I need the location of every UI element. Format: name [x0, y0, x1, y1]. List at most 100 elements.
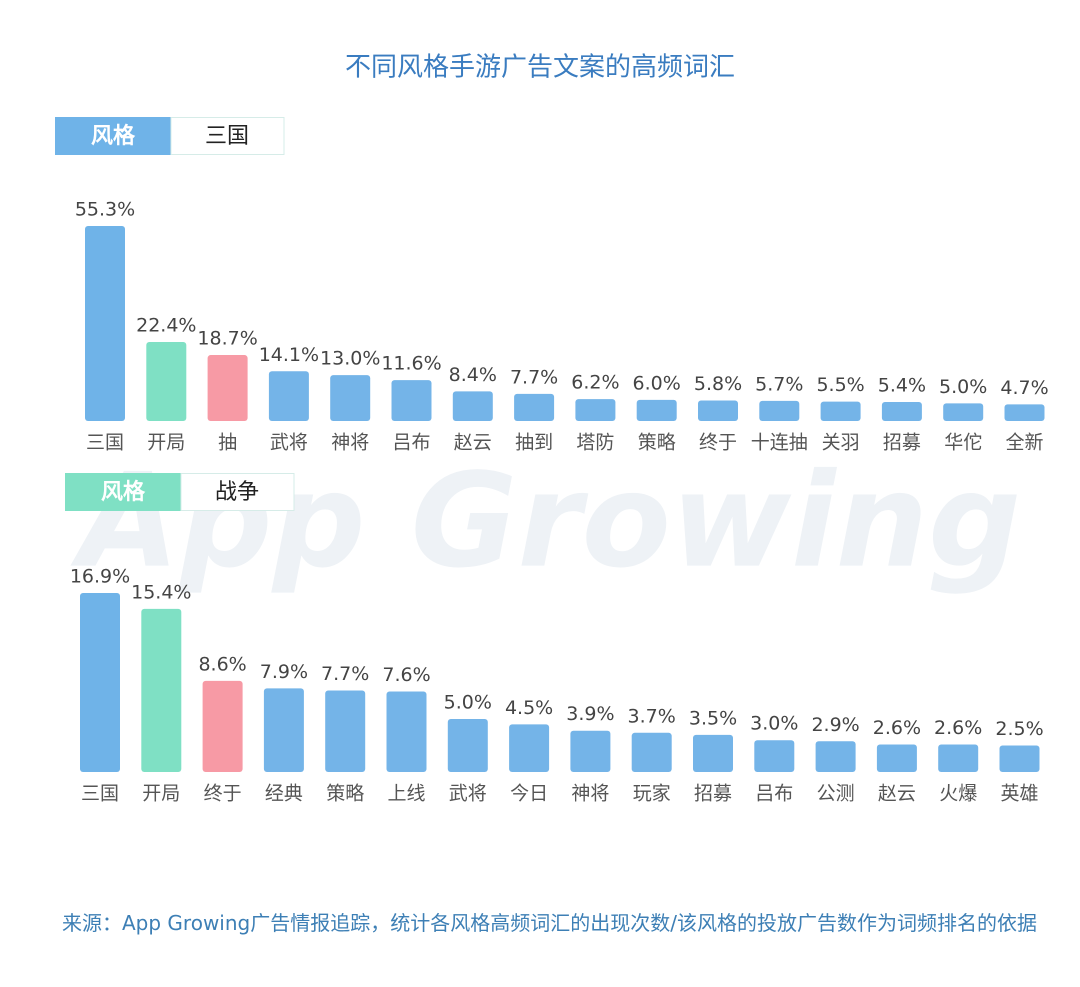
category-label: 赵云 [454, 432, 492, 454]
value-label: 7.9% [260, 661, 308, 683]
style-name: 战争 [215, 480, 259, 505]
category-label: 塔防 [576, 432, 614, 454]
tab-left [65, 473, 181, 511]
value-label: 2.6% [934, 717, 982, 739]
value-label: 3.9% [566, 703, 614, 725]
category-label: 策略 [326, 783, 364, 805]
bar [146, 342, 187, 421]
category-label: 三国 [81, 783, 119, 805]
bar [876, 744, 917, 772]
bar [207, 355, 248, 421]
bar [938, 744, 979, 772]
source-note: 来源：App Growing广告情报追踪，统计各风格高频词汇的出现次数/该风格的… [62, 911, 1037, 935]
value-label: 11.6% [381, 353, 441, 375]
category-label: 玩家 [633, 783, 671, 805]
value-label: 14.1% [259, 344, 319, 366]
category-label: 神将 [571, 783, 609, 805]
value-label: 5.5% [816, 374, 864, 396]
bar [754, 740, 795, 772]
value-label: 15.4% [131, 581, 191, 603]
category-label: 吕布 [392, 432, 430, 454]
bar [447, 719, 488, 772]
category-label: 开局 [142, 783, 180, 805]
category-label: 抽到 [515, 432, 553, 454]
category-label: 招募 [883, 432, 921, 454]
bar [881, 401, 922, 421]
value-label: 3.5% [689, 707, 737, 729]
value-label: 6.0% [633, 372, 681, 394]
bar [631, 732, 672, 772]
value-label: 5.0% [939, 376, 987, 398]
category-label: 全新 [1005, 432, 1043, 454]
value-label: 7.7% [321, 663, 369, 685]
value-label: 7.7% [510, 366, 558, 388]
value-label: 8.4% [449, 364, 497, 386]
value-label: 5.0% [444, 692, 492, 714]
category-label: 华佗 [944, 432, 982, 454]
tab-label: 风格 [91, 123, 136, 149]
watermark: App Growing [70, 445, 1021, 597]
category-label: 火爆 [939, 783, 977, 805]
bar [141, 608, 182, 772]
value-label: 4.7% [1000, 377, 1048, 399]
page-title: 不同风格手游广告文案的高频词汇 [345, 53, 735, 83]
category-label: 策略 [638, 432, 676, 454]
value-label: 8.6% [198, 653, 246, 675]
value-label: 5.7% [755, 373, 803, 395]
value-label: 16.9% [70, 566, 130, 588]
bar [693, 734, 733, 772]
bar [391, 380, 432, 421]
bar [636, 399, 677, 421]
value-label: 18.7% [197, 328, 257, 350]
bar [815, 741, 856, 772]
bar [509, 724, 550, 772]
category-label: 上线 [387, 783, 425, 805]
tab-right [180, 473, 295, 511]
bar [570, 730, 611, 772]
value-label: 2.6% [873, 717, 921, 739]
style-name: 三国 [205, 124, 249, 149]
value-label: 4.5% [505, 697, 553, 719]
category-label: 今日 [510, 783, 548, 805]
value-label: 13.0% [320, 348, 380, 370]
category-label: 经典 [265, 783, 303, 805]
category-label: 武将 [270, 432, 308, 454]
value-label: 5.4% [878, 374, 926, 396]
category-label: 赵云 [878, 783, 916, 805]
bar [514, 393, 555, 421]
value-label: 2.5% [995, 718, 1043, 740]
value-label: 7.6% [382, 664, 430, 686]
bar [85, 226, 125, 421]
bar [202, 680, 243, 772]
value-label: 3.0% [750, 713, 798, 735]
category-label: 抽 [218, 432, 237, 454]
category-label: 武将 [449, 783, 487, 805]
bar [575, 399, 616, 421]
value-label: 6.2% [571, 372, 619, 394]
category-label: 三国 [86, 432, 124, 454]
bar [452, 391, 493, 421]
category-label: 神将 [331, 432, 369, 454]
bar [943, 403, 984, 421]
bar [330, 375, 371, 421]
value-label: 3.7% [628, 705, 676, 727]
category-label: 招募 [694, 783, 732, 805]
bar [698, 400, 738, 421]
bar [325, 690, 366, 772]
bar [759, 400, 800, 421]
bar [263, 688, 304, 772]
bar [268, 371, 309, 421]
category-label: 英雄 [1000, 783, 1038, 805]
category-label: 十连抽 [751, 432, 808, 454]
tab-right [170, 117, 285, 155]
bar [386, 691, 427, 772]
value-label: 5.8% [694, 373, 742, 395]
value-label: 55.3% [75, 199, 135, 221]
category-label: 关羽 [822, 432, 860, 454]
tab-label: 风格 [101, 479, 146, 505]
category-label: 终于 [699, 432, 737, 454]
value-label: 2.9% [811, 714, 859, 736]
category-label: 开局 [147, 432, 185, 454]
